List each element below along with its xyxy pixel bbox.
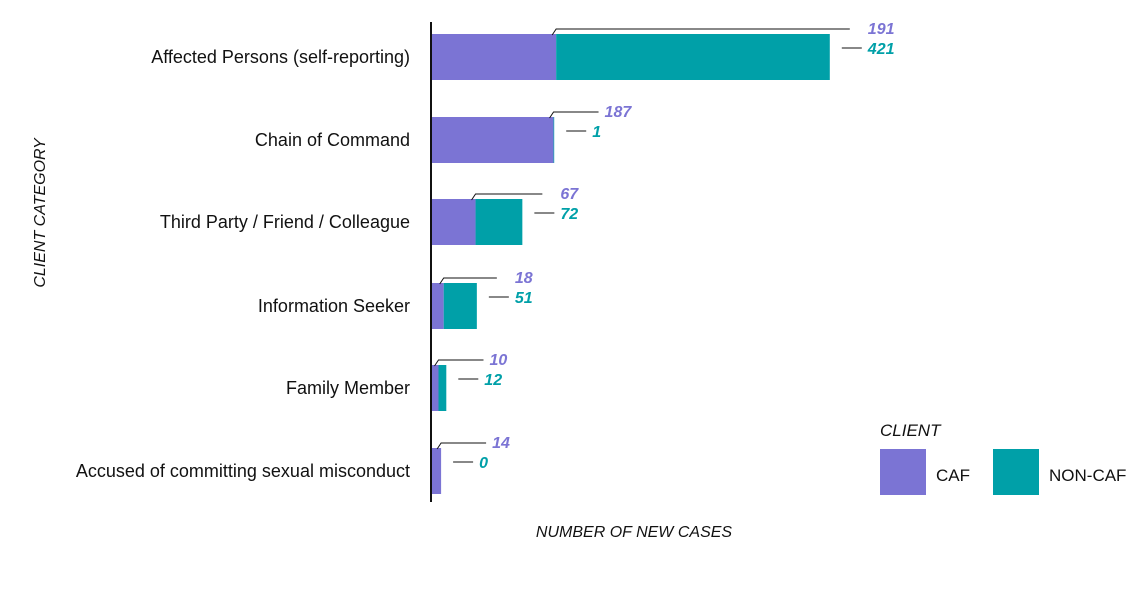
category-label-affected-persons-self-reporting: Affected Persons (self-reporting) [151,47,410,67]
value-label-caf-chain-of-command: 187 [605,104,633,121]
value-label-non-caf-information-seeker: 51 [515,290,533,307]
category-label-family-member: Family Member [286,378,410,398]
value-label-non-caf-affected-persons-self-reporting: 421 [867,41,895,58]
bar-caf-accused-of-committing-sexual-misconduct [432,448,442,494]
bar-caf-family-member [432,365,439,411]
connector-caf-information-seeker [439,277,497,285]
bar-non-caf-chain-of-command [553,117,555,163]
legend-label-non-caf: NON-CAF [1049,466,1126,485]
value-label-non-caf-family-member: 12 [484,372,502,389]
category-label-chain-of-command: Chain of Command [255,130,410,150]
bar-caf-chain-of-command [432,117,554,163]
category-label-information-seeker: Information Seeker [258,296,410,316]
y-axis-title: CLIENT CATEGORY [32,137,49,288]
legend-label-caf: CAF [936,466,970,485]
bar-non-caf-affected-persons-self-reporting [556,34,830,80]
bar-non-caf-third-party-friend-colleague [475,199,523,245]
value-label-caf-third-party-friend-colleague: 67 [560,186,579,203]
category-labels: Affected Persons (self-reporting) Chain o… [76,47,410,481]
connector-caf-chain-of-command [549,111,599,119]
connector-caf-accused-of-committing-sexual-misconduct [436,442,487,450]
category-label-accused-of-committing-sexual-misconduct: Accused of committing sexual misconduct [76,461,410,481]
bar-caf-third-party-friend-colleague [432,199,476,245]
connector-caf-family-member [434,359,484,367]
bars-group [432,34,830,494]
bar-non-caf-information-seeker [443,283,477,329]
value-label-caf-accused-of-committing-sexual-misconduct: 14 [492,435,510,452]
connector-caf-affected-persons-self-reporting [551,28,850,36]
bar-caf-information-seeker [432,283,444,329]
legend-title: CLIENT [880,421,942,440]
bar-caf-affected-persons-self-reporting [432,34,557,80]
value-label-caf-information-seeker: 18 [515,270,533,287]
value-label-non-caf-accused-of-committing-sexual-misconduct: 0 [479,455,488,472]
value-connectors [434,28,862,463]
category-label-third-party-friend-colleague: Third Party / Friend / Colleague [160,212,410,232]
value-label-caf-affected-persons-self-reporting: 191 [868,21,895,38]
bar-non-caf-family-member [438,365,447,411]
value-label-caf-family-member: 10 [490,352,508,369]
legend: CLIENT CAF NON-CAF [880,421,1126,495]
legend-swatch-non-caf [993,449,1039,495]
legend-swatch-caf [880,449,926,495]
value-label-non-caf-chain-of-command: 1 [592,124,601,141]
connector-caf-third-party-friend-colleague [471,193,543,201]
value-label-non-caf-third-party-friend-colleague: 72 [560,206,578,223]
x-axis-title: NUMBER OF NEW CASES [536,524,733,541]
